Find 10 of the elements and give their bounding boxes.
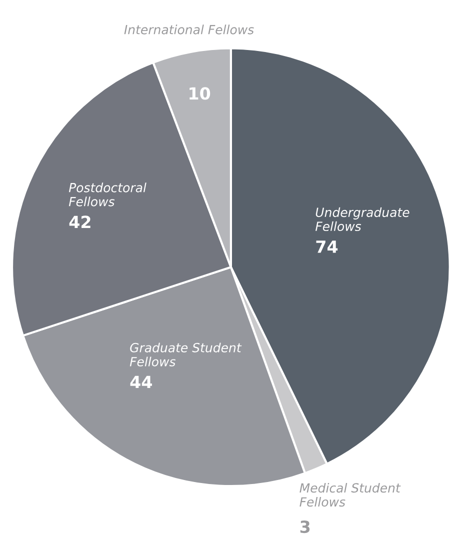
data-label: 44 — [130, 376, 152, 388]
data-label: 42 — [69, 216, 90, 228]
slice-label: Postdoctoral Fellows — [68, 182, 146, 206]
data-label: 74 — [316, 240, 338, 253]
slice-label: Undergraduate Fellows — [315, 207, 410, 232]
data-label: 10 — [190, 87, 210, 100]
slice-label: Medical Student Fellows — [300, 482, 401, 507]
slice-label: International Fellows — [124, 24, 254, 34]
data-label: 3 — [300, 520, 310, 534]
slice-label: Graduate Student Fellows — [130, 342, 242, 366]
